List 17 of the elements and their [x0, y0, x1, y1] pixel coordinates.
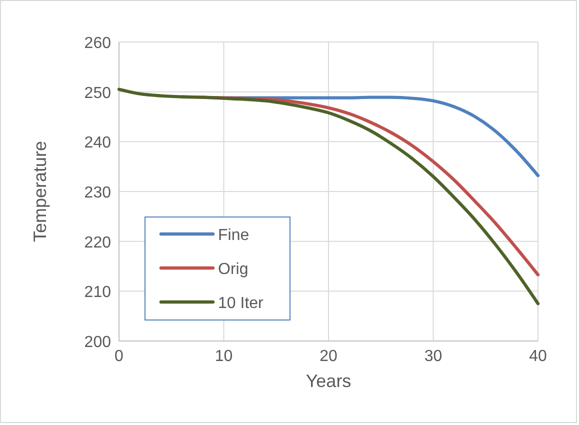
x-tick-label: 10	[214, 348, 233, 365]
y-tick-label: 260	[84, 35, 112, 52]
legend-label: Orig	[218, 261, 248, 278]
y-tick-label: 210	[84, 284, 112, 302]
y-tick-label: 220	[84, 234, 112, 252]
y-tick-label: 250	[84, 84, 112, 102]
y-tick-label: 240	[84, 134, 112, 152]
y-tick-label: 200	[84, 334, 112, 351]
x-tick-label: 30	[424, 348, 442, 365]
x-axis-title: Years	[306, 371, 352, 391]
y-axis-title: Temperature	[30, 140, 50, 242]
legend-label: Fine	[218, 227, 250, 244]
x-tick-label: 40	[529, 348, 547, 365]
x-tick-label: 0	[114, 348, 124, 365]
x-tick-label: 20	[320, 348, 338, 365]
y-tick-label: 230	[84, 184, 112, 202]
legend-label: 10 Iter	[218, 295, 264, 312]
